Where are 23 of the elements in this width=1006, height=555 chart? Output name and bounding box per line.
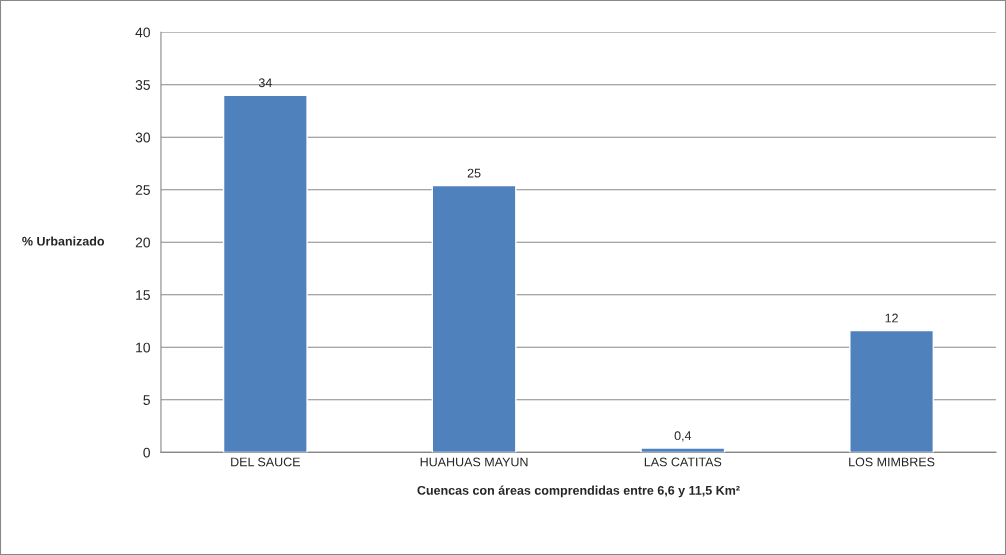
- bar: [222, 94, 308, 453]
- y-tick-label: 35: [135, 80, 150, 90]
- x-tick-label: DEL SAUCE: [231, 457, 300, 467]
- bar: [849, 329, 935, 453]
- data-label: 0,4: [674, 431, 692, 442]
- data-label: 25: [467, 168, 481, 178]
- x-axis-title: Cuencas con áreas comprendidas entre 6,6 y 11,5 Km²: [417, 485, 740, 498]
- y-tick-label: 15: [136, 290, 150, 300]
- y-tick-label: 30: [135, 132, 150, 143]
- y-tick-label: 40: [135, 27, 150, 38]
- y-tick-label: 10: [136, 342, 150, 353]
- y-tick-label: 20: [135, 237, 150, 248]
- y-tick-label: 5: [143, 395, 150, 405]
- data-label: 12: [885, 313, 898, 323]
- x-tick-label: LOS MIMBRES: [849, 457, 935, 467]
- y-tick-label: 25: [135, 185, 150, 195]
- bar: [431, 184, 517, 453]
- y-tick-label: 0: [143, 447, 150, 458]
- x-tick-label: LAS CATITAS: [644, 457, 722, 467]
- data-label: 34: [258, 78, 272, 88]
- x-tick-label: HUAHUAS MAYUN: [420, 457, 528, 467]
- y-axis-title: % Urbanizado: [22, 236, 105, 246]
- bar: [640, 447, 726, 453]
